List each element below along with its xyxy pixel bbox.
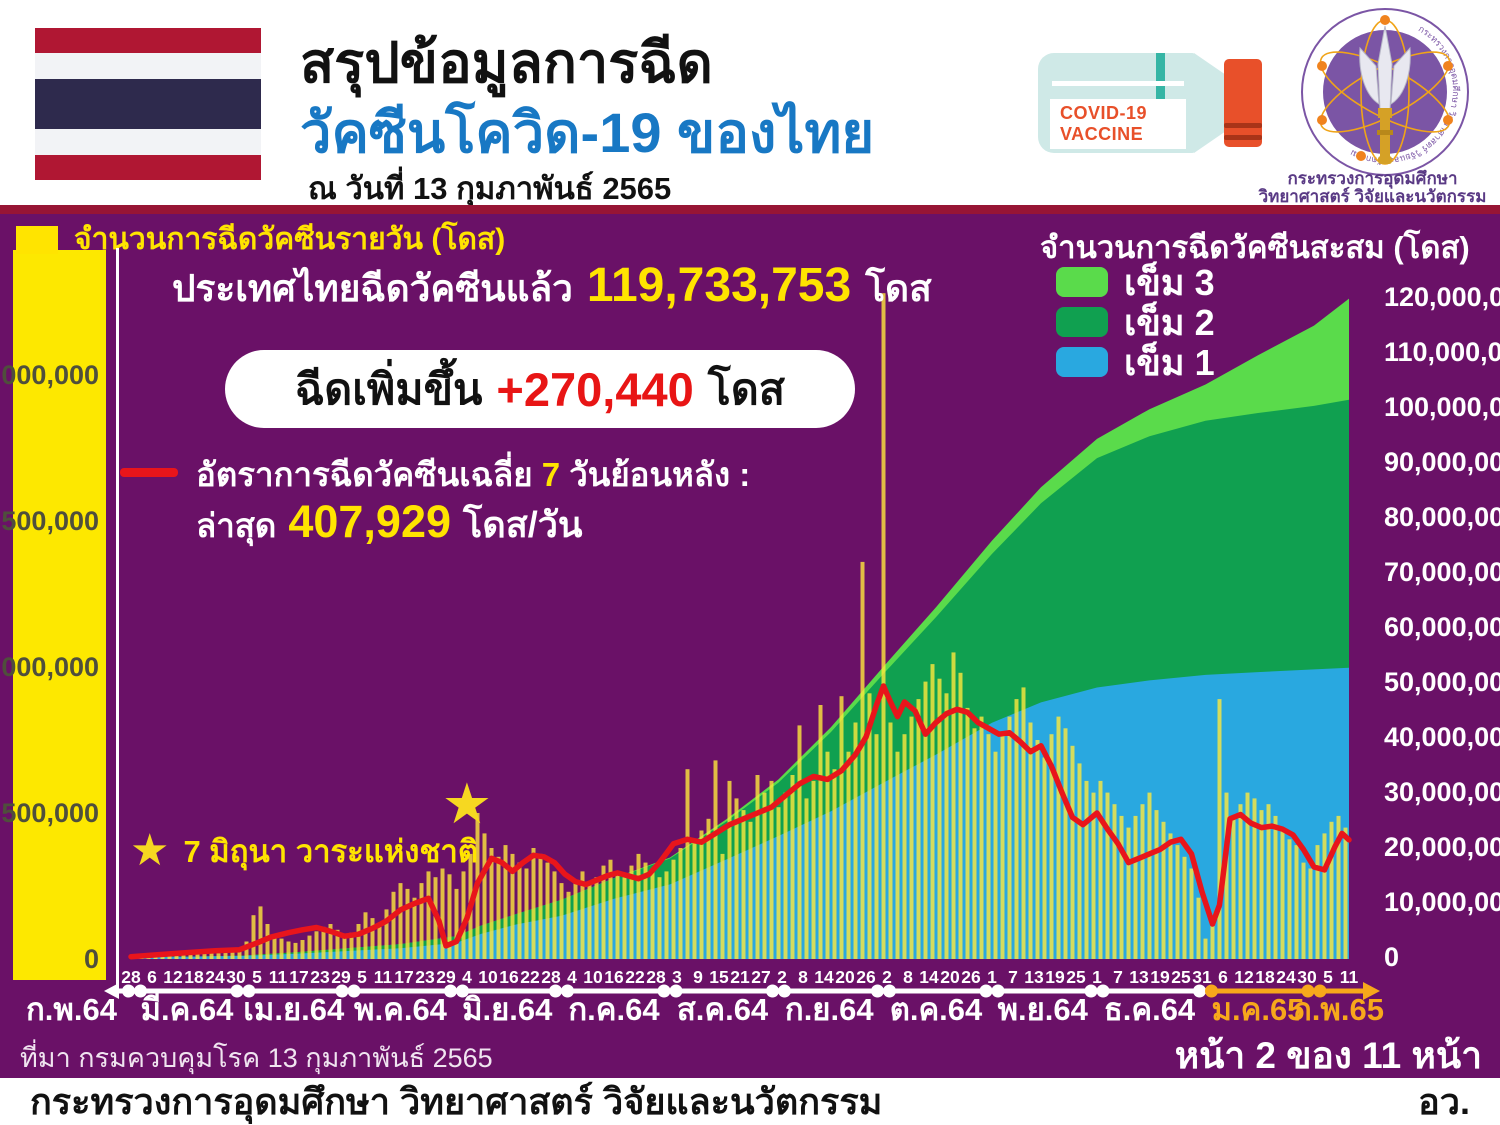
badge-suffix: โดส [707, 366, 785, 414]
avg-latest-label: ล่าสุด [196, 507, 277, 544]
avg-latest-value: 407,929 [288, 496, 451, 547]
dose3-label: เข็ม 3 [1124, 261, 1215, 303]
vial-neck [1194, 53, 1226, 153]
badge-prefix: ฉีดเพิ่มขึ้น [295, 366, 483, 414]
footer: กระทรวงการอุดมศึกษา วิทยาศาสตร์ วิจัยและ… [0, 1078, 1500, 1125]
total-doses-value: 119,733,753 [586, 259, 852, 312]
headline-prefix: ประเทศไทยฉีดวัคซีนแล้ว [172, 268, 573, 309]
daily-legend: จำนวนการฉีดวัคซีนรายวัน (โดส) [16, 216, 505, 263]
vial-cap-ridge [1224, 123, 1262, 128]
vial-label-line2: VACCINE [1060, 124, 1144, 144]
headline-suffix: โดส [865, 268, 932, 309]
header: สรุปข้อมูลการฉีด วัคซีนโควิด-19 ของไทย ณ… [0, 0, 1500, 213]
daily-bars-swatch [16, 225, 58, 254]
logo-orbit-dots [1317, 15, 1453, 161]
total-doses-headline: ประเทศไทยฉีดวัคซีนแล้ว 119,733,753 โดส [172, 258, 932, 318]
vial-cap-ridge [1224, 135, 1262, 140]
vial-stripe [1156, 53, 1165, 101]
dose1-swatch [1056, 347, 1108, 377]
cumulative-legend: เข็ม 3 เข็ม 2 เข็ม 1 [1056, 262, 1215, 383]
ministry-name-thai1: กระทรวงการอุดมศึกษา [1287, 169, 1458, 188]
avg-l1-text: อัตราการฉีดวัคซีนเฉลี่ย [196, 456, 533, 493]
flag-stripe-red [35, 28, 261, 54]
page-title-line2: วัคซีนโควิด-19 ของไทย [300, 101, 875, 164]
page-title-line1: สรุปข้อมูลการฉีด [300, 31, 713, 94]
vial-label: COVID-19 VACCINE [1050, 99, 1186, 149]
page-indicator: หน้า 2 ของ 11 หน้า [1174, 1035, 1482, 1076]
vial-fill-line [1052, 81, 1184, 86]
daily-increase-badge: ฉีดเพิ่มขึ้น +270,440 โดส [225, 350, 855, 428]
daily-legend-label: จำนวนการฉีดวัคซีนรายวัน (โดส) [74, 223, 506, 256]
chart-panel: จำนวนการฉีดวัคซีนรายวัน (โดส) ประเทศไทยฉ… [0, 214, 1500, 1078]
data-source-note: ที่มา กรมควบคุมโรค 13 กุมภาพันธ์ 2565 [20, 1043, 493, 1073]
flag-stripe-white [35, 129, 261, 155]
covid-vaccine-vial-icon: COVID-19 VACCINE [1038, 45, 1288, 160]
avg-latest-unit: โดส/วัน [463, 504, 583, 545]
star-icon: ★ [130, 826, 170, 875]
dose2-swatch [1056, 307, 1108, 337]
avg-line-legend-dash [120, 468, 178, 477]
header-divider [0, 205, 1500, 214]
avg-rate-line2: ล่าสุด 407,929 โดส/วัน [196, 496, 583, 553]
daily-increase-value: +270,440 [496, 362, 694, 416]
flag-stripe-white [35, 53, 261, 79]
footer-ministry-name: กระทรวงการอุดมศึกษา วิทยาศาสตร์ วิจัยและ… [30, 1081, 883, 1122]
legend-item-dose3: เข็ม 3 [1056, 262, 1215, 303]
dose3-swatch [1056, 267, 1108, 297]
national-agenda-text: 7 มิถุนา วาระแห่งชาติ [183, 834, 478, 869]
logo-trident [1359, 25, 1411, 164]
vial-cap [1224, 59, 1262, 147]
left-axis-column [13, 250, 106, 980]
thailand-flag [35, 28, 261, 180]
flag-stripe-navy [35, 78, 261, 130]
dose1-label: เข็ม 1 [1124, 341, 1215, 383]
avg-days-value: 7 [541, 456, 561, 493]
legend-item-dose1: เข็ม 1 [1056, 342, 1215, 383]
flag-stripe-red [35, 154, 261, 180]
cumulative-legend-title: จำนวนการฉีดวัคซีนสะสม (โดส) [1040, 230, 1470, 265]
avg-l1-suffix: วันย้อนหลัง : [569, 456, 751, 493]
vial-label-line1: COVID-19 [1060, 103, 1148, 124]
footer-ministry-abbr: อว. [1418, 1081, 1470, 1122]
avg-rate-line1: อัตราการฉีดวัคซีนเฉลี่ย 7 วันย้อนหลัง : [196, 448, 750, 501]
ministry-logo: กระทรวงการอุดมศึกษา วิทยาศาสตร์ วิจัยและ… [1301, 8, 1469, 176]
national-agenda-note: ★ 7 มิถุนา วาระแห่งชาติ [130, 826, 478, 876]
as-of-date: ณ วันที่ 13 กุมภาพันธ์ 2565 [308, 171, 672, 206]
ministry-name-thai2: วิทยาศาสตร์ วิจัยและนวัตกรรม [1258, 186, 1487, 206]
